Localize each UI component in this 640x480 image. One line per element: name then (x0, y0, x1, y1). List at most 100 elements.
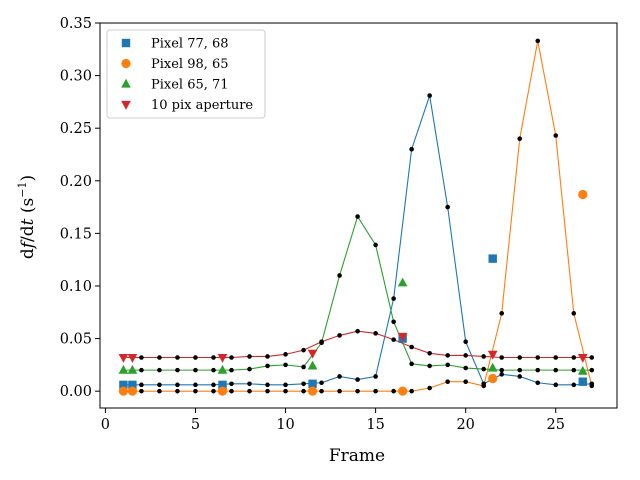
data-point (499, 367, 505, 373)
data-point (211, 367, 216, 373)
data-point (175, 355, 180, 360)
data-point (301, 388, 306, 394)
data-point (517, 355, 523, 360)
series-marker-4 (487, 350, 498, 360)
data-point (589, 355, 595, 360)
data-point (319, 380, 324, 386)
series-marker-2 (127, 386, 138, 396)
data-point (139, 355, 144, 360)
y-tick-label: 0.20 (60, 174, 92, 190)
data-point (319, 339, 324, 345)
data-point (427, 93, 432, 98)
data-point (409, 361, 414, 367)
data-point (463, 379, 468, 385)
series-line-3 (123, 215, 592, 371)
data-point (229, 367, 234, 373)
data-point (157, 382, 162, 388)
data-point (139, 367, 144, 373)
data-point (553, 133, 559, 138)
data-point (301, 347, 306, 353)
legend-marker-2 (121, 58, 131, 69)
series-marker-3 (118, 364, 129, 374)
data-point (175, 367, 180, 373)
series-marker-4 (217, 353, 228, 363)
data-point (283, 388, 288, 394)
data-point (445, 353, 450, 358)
series-marker-4 (397, 332, 408, 342)
data-point (445, 379, 450, 385)
series-marker-1 (128, 380, 137, 390)
data-point (391, 337, 396, 342)
series-marker-3 (577, 365, 588, 375)
data-point (355, 377, 360, 382)
data-point (175, 388, 180, 394)
series-marker-1 (119, 380, 128, 390)
data-point (247, 354, 252, 359)
data-point (445, 204, 450, 210)
series-marker-4 (127, 353, 138, 363)
data-point (193, 388, 198, 394)
legend-label-1: Pixel 77, 68 (151, 37, 229, 52)
data-point (553, 382, 559, 388)
series-marker-1 (578, 377, 587, 386)
data-point (229, 388, 234, 394)
data-point (535, 367, 541, 373)
data-point (247, 388, 252, 394)
data-point (193, 367, 198, 373)
data-point (481, 354, 486, 359)
data-point (337, 333, 342, 338)
series-marker-3 (217, 364, 228, 374)
data-point (535, 380, 541, 386)
data-point (373, 242, 378, 248)
data-point (589, 367, 595, 373)
legend-marker-3 (121, 78, 131, 88)
legend: Pixel 77, 68 Pixel 98, 65 Pixel 65, 71 10 p… (106, 29, 266, 119)
series-marker-4 (307, 349, 318, 359)
series-marker-2 (307, 386, 318, 396)
data-point (589, 383, 595, 389)
data-point (517, 374, 523, 379)
plot-markers (118, 189, 588, 396)
data-point (571, 311, 577, 316)
data-point (211, 355, 216, 360)
data-point (229, 355, 234, 360)
y-tick-label: 0.05 (60, 332, 92, 348)
data-point (535, 355, 541, 360)
data-point (265, 354, 270, 359)
x-tick-label: 25 (547, 417, 565, 433)
data-point (373, 388, 378, 394)
data-point (157, 388, 162, 394)
y-tick-label: 0.10 (60, 279, 92, 295)
series-marker-2 (488, 373, 498, 384)
data-point (391, 296, 396, 301)
data-point (139, 382, 144, 388)
y-tick-label: 0.25 (60, 121, 92, 137)
plot-frame (99, 22, 618, 409)
data-point (535, 38, 541, 44)
x-tick-label: 20 (456, 417, 474, 433)
series-marker-3 (307, 360, 318, 370)
data-point (553, 355, 559, 360)
data-point (211, 382, 216, 388)
data-point (553, 367, 559, 373)
data-point (571, 382, 577, 388)
series-marker-3 (487, 362, 498, 372)
data-point (427, 363, 432, 369)
legend-label-2: Pixel 98, 65 (151, 57, 229, 72)
x-tick-label: 10 (276, 417, 294, 433)
series-marker-3 (397, 277, 408, 287)
series-marker-2 (578, 189, 588, 200)
data-point (517, 136, 523, 142)
data-point (265, 382, 270, 388)
data-point (283, 382, 288, 388)
series-marker-4 (118, 353, 129, 363)
data-point (481, 383, 486, 389)
data-point (193, 382, 198, 388)
data-point (499, 355, 505, 360)
data-point (211, 388, 216, 394)
data-point (391, 319, 396, 325)
data-point (355, 328, 360, 334)
legend-box (106, 29, 266, 119)
x-axis-ticks: 0 5 10 15 20 25 (101, 408, 565, 433)
